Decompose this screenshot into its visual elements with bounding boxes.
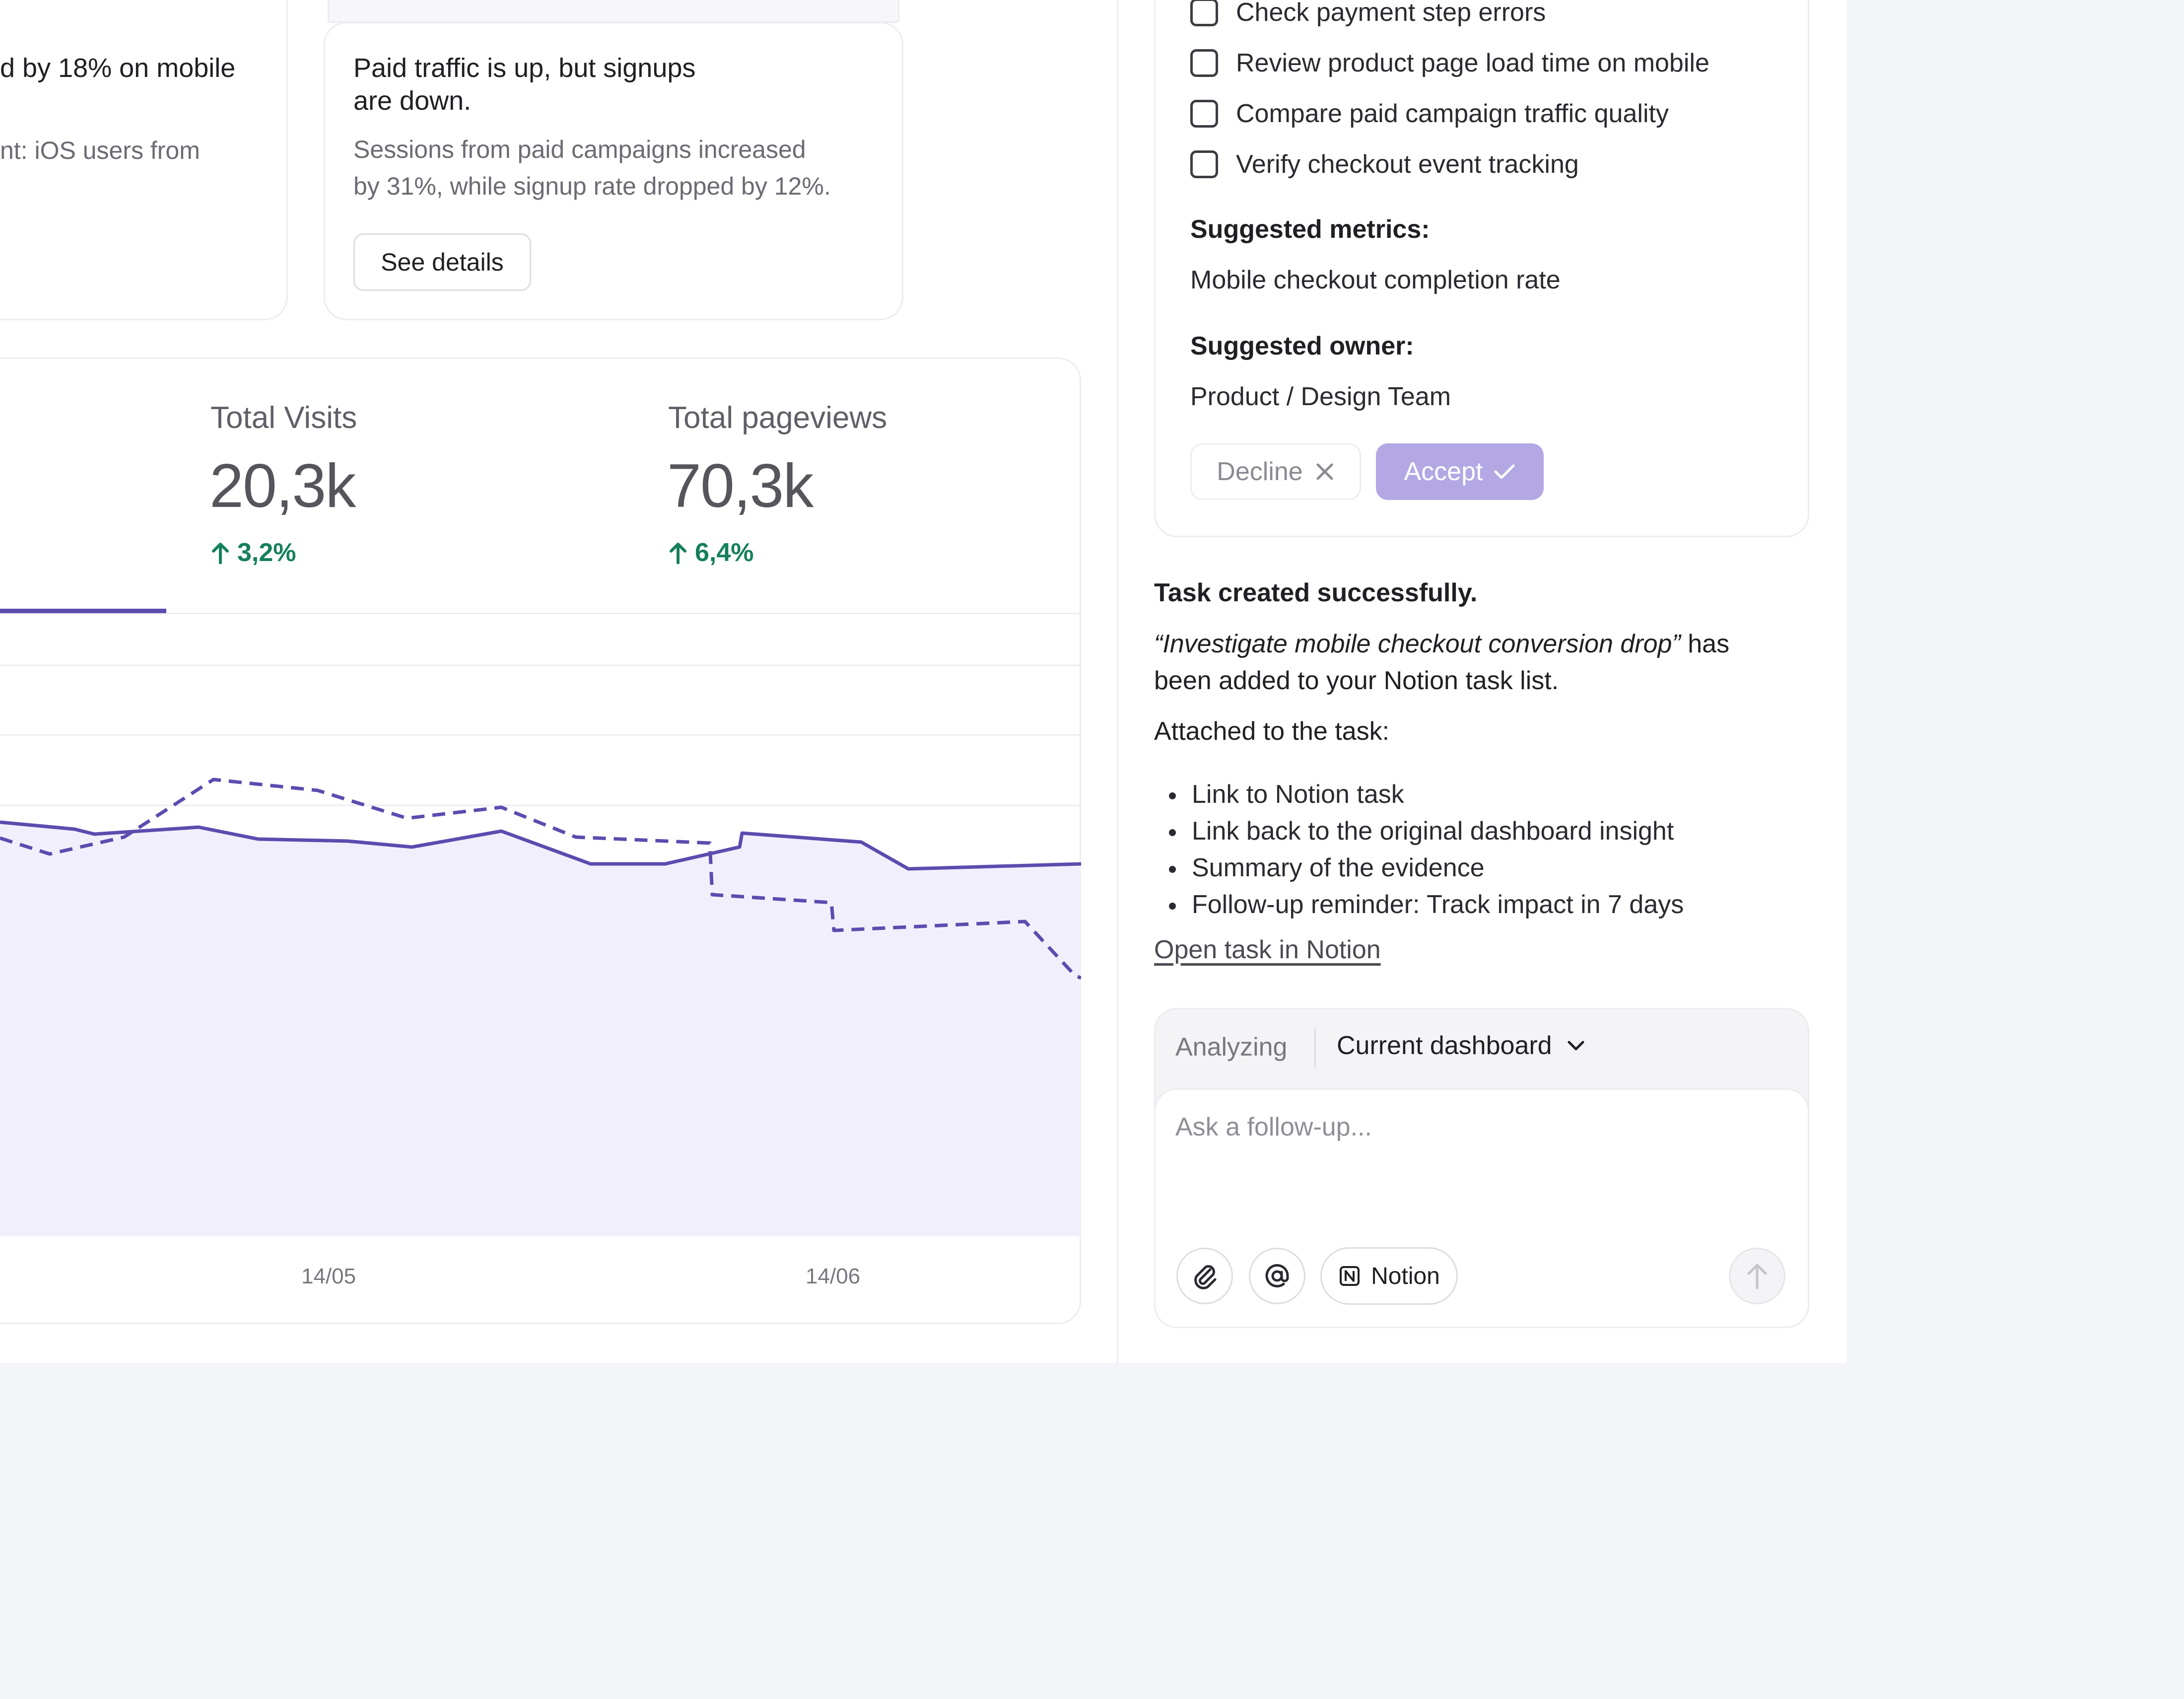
stat-value-pageviews: 70,3k [667,452,814,520]
task-created-message: “Investigate mobile checkout conversion … [1154,626,1729,699]
checkbox[interactable] [1190,0,1218,26]
checklist-item[interactable]: Review product page load time on mobile [1190,48,1709,78]
stat-value-visits: 20,3k [209,452,356,520]
attachment-item: Link to Notion task [1154,776,1684,813]
task-line-1: “Investigate mobile checkout conversion … [1154,626,1729,662]
metrics-heading: Suggested metrics: [1190,215,1430,244]
stat-label-visits: Total Visits [210,401,357,435]
checklist-label: Check payment step errors [1236,0,1546,27]
task-line-2: been added to your Notion task list. [1154,666,1559,695]
decline-label: Decline [1217,457,1303,486]
decline-button[interactable]: Decline [1190,443,1361,500]
attachment-item: Link back to the original dashboard insi… [1154,813,1684,850]
insight-body: nt: iOS users from [0,137,200,164]
checklist-item[interactable]: Compare paid campaign traffic quality [1190,99,1669,129]
series-line-solid [0,820,1081,871]
notion-icon [1340,1266,1360,1286]
notion-chip[interactable]: Notion [1320,1247,1458,1305]
checkbox[interactable] [1190,150,1218,178]
active-tab-indicator [0,609,166,613]
insight-body-line: by 31%, while signup rate dropped by 12%… [353,172,831,200]
checkbox[interactable] [1190,49,1218,77]
analyzing-label: Analyzing [1175,1033,1288,1062]
card-stack-edge [328,0,899,23]
open-in-notion-link[interactable]: Open task in Notion [1154,935,1381,964]
attachment-item: Summary of the evidence [1154,850,1684,886]
owner-heading: Suggested owner: [1190,332,1414,360]
checkbox[interactable] [1190,100,1218,128]
series-area-fill [0,822,1081,1236]
send-button[interactable] [1729,1248,1785,1304]
series-line-dashed [0,778,1081,980]
insight-title-line: Paid traffic is up, but signups [353,53,696,83]
stat-label-pageviews: Total pageviews [668,401,887,435]
x-tick-label: 14/06 [806,1264,861,1288]
insight-title: d by 18% on mobile [0,53,236,83]
arrow-up-icon [212,543,229,564]
insight-card-mobile[interactable] [0,0,288,320]
traffic-area-chart [0,664,1081,1236]
delta-value: 3,2% [237,538,296,567]
task-name: “Investigate mobile checkout conversion … [1154,630,1681,658]
x-tick-label: 14/05 [301,1264,356,1288]
at-sign-icon [1265,1264,1289,1287]
chevron-down-icon [1568,1041,1584,1051]
check-icon [1494,464,1515,479]
arrow-up-icon [670,543,686,564]
close-icon [1316,463,1333,480]
mention-button[interactable] [1249,1248,1305,1304]
task-suffix: has [1680,630,1730,658]
checklist-label: Compare paid campaign traffic quality [1236,99,1669,128]
stat-delta-pageviews: 6,4% [668,538,754,567]
metrics-value: Mobile checkout completion rate [1190,266,1561,294]
success-title: Task created successfully. [1154,578,1478,607]
checklist-item[interactable]: Check payment step errors [1190,0,1546,27]
checklist-label: Review product page load time on mobile [1236,49,1709,77]
checklist-item[interactable]: Verify checkout event tracking [1190,149,1579,179]
stat-delta-visits: 3,2% [210,538,296,567]
arrow-up-icon [1747,1264,1767,1289]
attach-button[interactable] [1176,1248,1233,1304]
attached-heading: Attached to the task: [1154,717,1390,746]
follow-up-input[interactable]: Ask a follow-up... [1175,1113,1372,1141]
tabs-divider [0,613,1080,614]
insight-body-line: Sessions from paid campaigns increased [353,136,806,163]
notion-chip-label: Notion [1371,1263,1440,1289]
composer-divider [1314,1029,1316,1068]
checklist-label: Verify checkout event tracking [1236,150,1579,179]
attachment-item: Follow-up reminder: Track impact in 7 da… [1154,886,1684,923]
accept-button[interactable]: Accept [1376,443,1544,500]
attachments-list: Link to Notion task Link back to the ori… [1154,776,1684,923]
insight-body: Sessions from paid campaigns increased b… [353,131,831,205]
context-dropdown[interactable]: Current dashboard [1337,1031,1585,1061]
insight-title-line: are down. [353,86,472,116]
see-details-button[interactable]: See details [353,233,531,291]
owner-value: Product / Design Team [1190,382,1451,411]
delta-value: 6,4% [695,538,754,567]
insight-title: Paid traffic is up, but signups are down… [353,52,695,117]
context-value: Current dashboard [1337,1031,1552,1060]
accept-label: Accept [1404,457,1483,486]
paperclip-icon [1194,1265,1217,1289]
